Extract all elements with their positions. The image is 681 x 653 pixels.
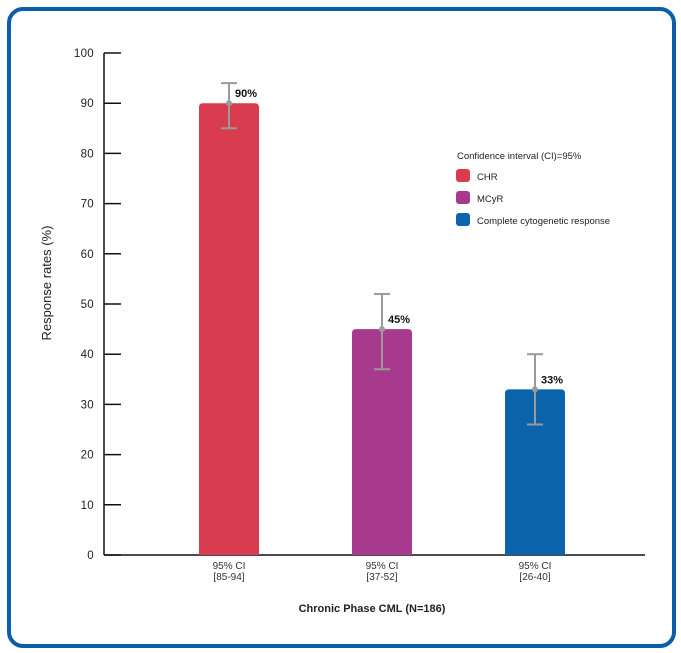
error-bars	[221, 82, 543, 426]
legend-swatch	[456, 213, 470, 226]
y-tick-label: 70	[81, 199, 94, 211]
legend-entry-label: CHR	[477, 172, 498, 183]
x-category-label: [26-40]	[519, 572, 550, 583]
legend-title: Confidence interval (CI)=95%	[457, 151, 582, 162]
y-tick-label: 20	[81, 450, 94, 462]
x-category-label: 95% CI	[213, 561, 246, 572]
bars	[199, 103, 565, 555]
x-category-label: 95% CI	[519, 561, 552, 572]
legend-entry-label: MCyR	[477, 194, 504, 205]
mean-marker	[532, 386, 538, 393]
legend-entry-label: Complete cytogenetic response	[477, 216, 610, 227]
x-category-label: [37-52]	[366, 572, 397, 583]
y-tick-label: 30	[81, 399, 94, 411]
y-tick-label: 0	[87, 550, 94, 562]
data-label: 33%	[541, 374, 563, 386]
y-tick-label: 60	[81, 249, 94, 261]
y-tick-label: 40	[81, 349, 94, 361]
data-label: 90%	[235, 88, 257, 100]
x-category-label: 95% CI	[366, 561, 399, 572]
y-tick-label: 90	[81, 98, 94, 110]
y-tick-label: 50	[81, 299, 94, 311]
legend-swatch	[456, 191, 470, 204]
mean-marker	[226, 100, 232, 107]
data-label: 45%	[388, 314, 410, 326]
bar	[352, 329, 412, 555]
y-tick-label: 80	[81, 148, 94, 160]
bar	[199, 103, 259, 555]
y-tick-label: 10	[81, 500, 94, 512]
x-category-label: [85-94]	[213, 572, 244, 583]
mean-marker	[379, 326, 385, 333]
category-labels: 95% CI[85-94]95% CI[37-52]95% CI[26-40]	[213, 561, 552, 583]
legend: Confidence interval (CI)=95% CHR MCyR Comp…	[456, 151, 610, 227]
x-axis-title: Chronic Phase CML (N=186)	[299, 603, 446, 615]
data-labels: 90% 45% 33%	[235, 88, 563, 386]
y-axis-title: Response rates (%)	[39, 226, 54, 341]
legend-swatch	[456, 169, 470, 182]
y-tick-label: 100	[74, 48, 94, 60]
bar	[505, 389, 565, 555]
